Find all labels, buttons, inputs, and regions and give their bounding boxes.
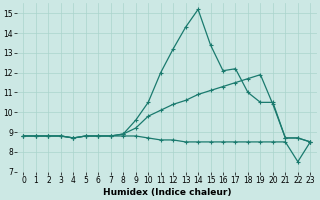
X-axis label: Humidex (Indice chaleur): Humidex (Indice chaleur) [103,188,231,197]
